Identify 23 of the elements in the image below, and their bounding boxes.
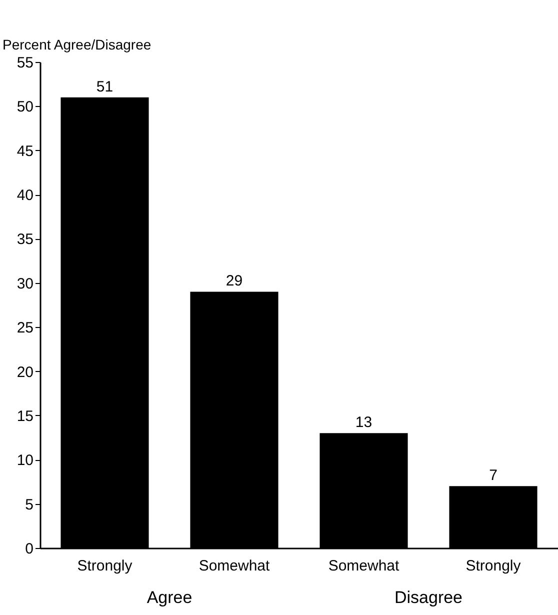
data-label: 51	[96, 78, 114, 96]
y-tick-label: 40	[16, 187, 34, 204]
y-tick-label: 20	[16, 364, 34, 381]
y-tick-label: 30	[16, 275, 34, 292]
x-tick-label: Somewhat	[198, 558, 271, 574]
data-label: 7	[489, 467, 498, 484]
y-tick-label: 10	[16, 452, 34, 470]
x-tick-label: Somewhat	[328, 558, 400, 574]
y-tick-label: 45	[16, 142, 34, 160]
text: Agree	[146, 588, 192, 608]
y-axis-title: Percent Agree/Disagree	[2, 36, 152, 52]
x-tick-label: Strongly	[77, 558, 133, 574]
y-tick-label: 0	[25, 540, 34, 558]
x-tick-label: Strongly	[466, 558, 522, 574]
data-label: 13	[355, 414, 372, 432]
y-tick-label: 50	[16, 98, 34, 116]
data-label: 29	[226, 272, 243, 290]
y-tick-label: 35	[16, 231, 34, 248]
y-tick-label: 25	[16, 320, 34, 337]
y-tick-label: 15	[16, 408, 34, 425]
y-tick-label: 55	[16, 54, 34, 72]
text: Disagree	[394, 588, 463, 608]
y-tick-label: 5	[25, 496, 34, 514]
